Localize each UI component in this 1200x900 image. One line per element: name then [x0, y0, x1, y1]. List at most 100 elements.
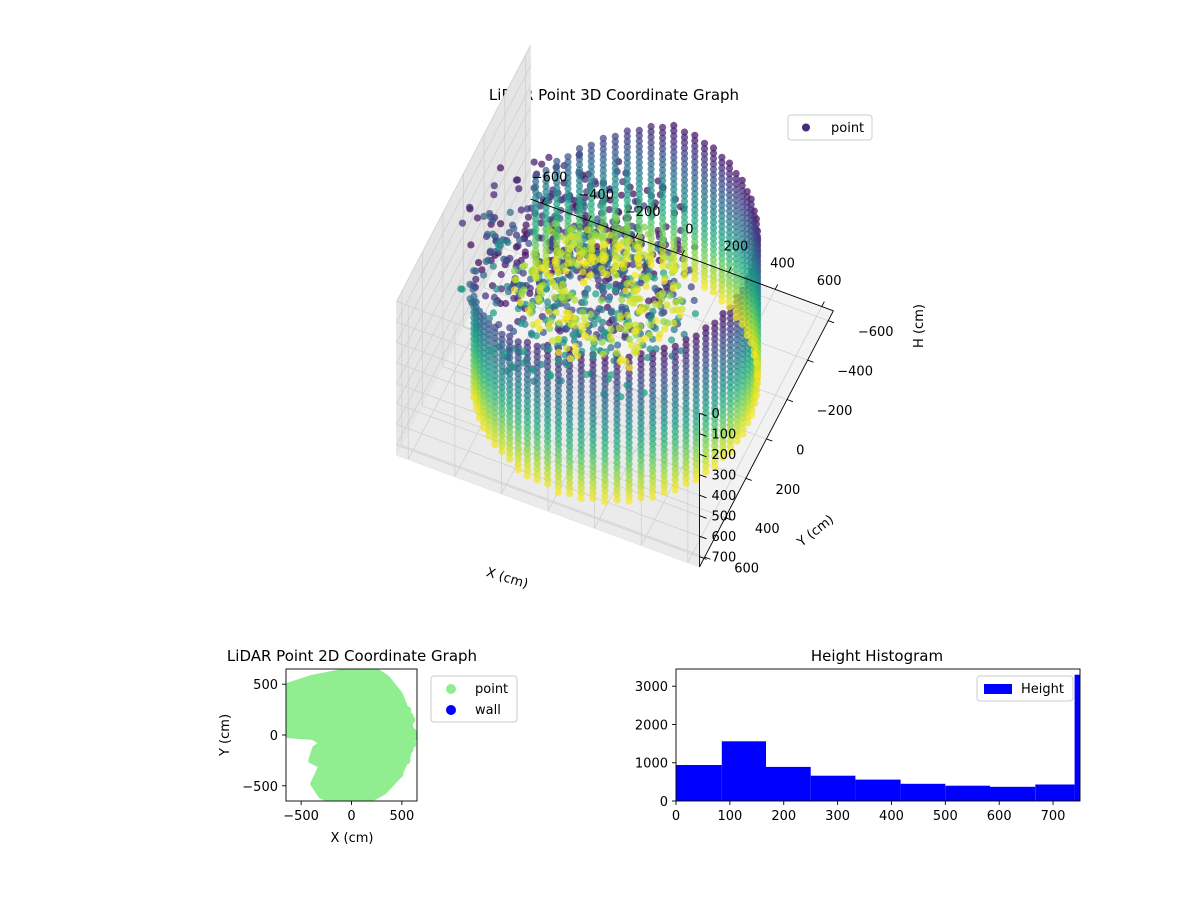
data-point-3d	[637, 360, 645, 368]
data-point-3d	[566, 436, 574, 444]
data-point-3d	[613, 474, 621, 482]
data-point-3d	[637, 483, 645, 491]
data-point-3d	[498, 336, 506, 344]
data-point-3d	[635, 142, 643, 150]
data-point-3d	[692, 343, 700, 351]
data-point-3d	[523, 472, 532, 480]
data-point-3d	[718, 212, 726, 220]
data-point-3d	[726, 442, 735, 450]
data-point-3d	[580, 247, 589, 255]
data-point-3d	[498, 399, 506, 408]
data-point-3d	[480, 418, 488, 426]
data-point-3d	[523, 418, 532, 426]
data-point-3d	[718, 271, 726, 279]
data-point-3d	[702, 377, 710, 385]
data-point-3d	[532, 236, 540, 244]
data-point-3d	[553, 189, 561, 197]
data-point-3d	[682, 410, 690, 418]
data-point-3d	[577, 478, 585, 487]
data-point-3d	[520, 348, 528, 356]
data-point-3d	[718, 249, 726, 257]
data-point-3d	[542, 241, 550, 249]
data-point-3d	[533, 476, 541, 484]
data-point-3d	[660, 424, 668, 432]
data-point-3d	[726, 410, 735, 418]
data-point-3d	[732, 244, 740, 252]
data-point-3d	[670, 137, 678, 146]
data-point-3d	[651, 284, 659, 292]
data-point-3d	[625, 422, 633, 431]
data-point-3d	[680, 224, 689, 232]
data-point-3d	[670, 319, 678, 327]
data-point-3d	[682, 431, 690, 440]
data-point-3d	[700, 246, 709, 254]
data-point-3d	[523, 408, 532, 416]
data-point-3d	[599, 166, 607, 174]
data-point-3d	[610, 267, 618, 275]
data-point-3d	[624, 322, 632, 330]
data-point-3d	[719, 331, 727, 339]
data-point-3d	[687, 283, 695, 291]
data-point-3d	[629, 190, 637, 198]
data-point-3d	[733, 330, 741, 338]
data-point-3d	[725, 223, 734, 231]
data-point-3d	[599, 150, 607, 158]
data-point-3d	[566, 404, 574, 412]
2d-ticks: −500 0 500 500 0 −500	[242, 678, 414, 824]
data-point-3d	[575, 161, 584, 169]
data-point-3d	[738, 208, 746, 216]
data-point-3d	[623, 255, 631, 263]
data-point-3d	[670, 223, 678, 231]
data-point-3d	[613, 421, 621, 429]
data-point-3d	[544, 427, 552, 435]
data-point-3d	[566, 468, 574, 476]
data-point-3d	[542, 209, 550, 217]
data-point-3d	[637, 446, 645, 454]
data-point-3d	[601, 254, 609, 263]
data-point-3d	[709, 251, 718, 259]
data-point-3d	[611, 255, 619, 263]
data-point-3d	[532, 225, 540, 233]
data-point-3d	[566, 399, 574, 407]
histogram-ticks: 0 100 200 300 400 500 600 700 0 1000 2000 3000	[635, 680, 1066, 824]
data-point-3d	[589, 484, 597, 492]
data-point-3d	[670, 185, 678, 193]
data-point-3d	[625, 412, 633, 420]
data-point-3d	[660, 392, 668, 400]
data-point-3d	[676, 311, 685, 319]
data-point-3d	[566, 431, 574, 439]
3d-points	[457, 121, 762, 506]
data-point-3d	[726, 314, 735, 322]
data-point-3d	[575, 203, 584, 211]
data-point-3d	[470, 346, 478, 354]
data-point-3d	[649, 376, 657, 384]
data-point-3d	[642, 274, 650, 282]
data-point-3d	[561, 351, 569, 359]
data-point-3d	[637, 440, 645, 448]
data-point-3d	[536, 284, 544, 292]
data-point-3d	[536, 325, 544, 333]
data-point-3d	[564, 169, 572, 177]
data-point-3d	[589, 462, 597, 470]
data-point-3d	[613, 448, 621, 456]
x-axis-label-3d: X (cm)	[484, 565, 530, 592]
data-point-3d	[491, 419, 499, 427]
data-point-3d	[567, 226, 575, 234]
data-point-3d	[566, 378, 574, 386]
data-point-3d	[680, 267, 689, 275]
data-point-3d	[700, 193, 709, 201]
data-point-3d	[732, 276, 740, 284]
data-point-3d	[553, 205, 561, 213]
data-point-3d	[589, 473, 597, 481]
data-point-3d	[503, 367, 511, 375]
data-point-3d	[726, 394, 735, 402]
data-point-3d	[510, 294, 518, 302]
data-point-3d	[523, 456, 532, 464]
data-point-3d	[725, 164, 734, 172]
data-point-3d	[510, 267, 519, 275]
data-point-3d	[700, 235, 709, 243]
data-point-3d	[599, 350, 607, 358]
data-point-3d	[680, 192, 689, 200]
data-point-2d	[405, 717, 414, 726]
data-point-3d	[506, 402, 514, 410]
